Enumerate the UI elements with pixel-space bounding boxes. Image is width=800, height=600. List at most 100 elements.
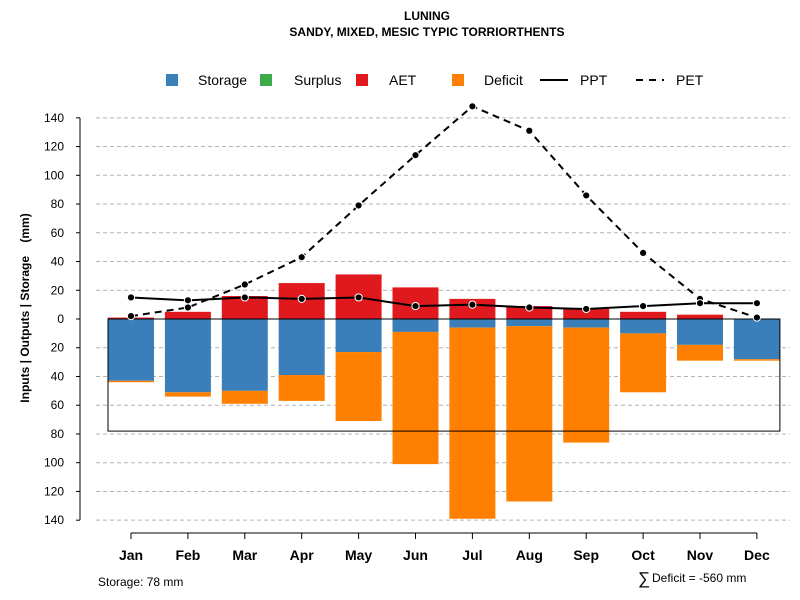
y-tick-label: 120	[44, 484, 64, 498]
deficit-bar	[506, 326, 553, 502]
deficit-bar	[108, 380, 154, 383]
legend-storage-swatch	[166, 74, 178, 86]
x-tick-label-sep: Sep	[573, 547, 599, 563]
deficit-bar	[449, 327, 496, 519]
x-tick-label-dec: Dec	[744, 547, 770, 563]
deficit-bar	[392, 331, 439, 465]
ppt-point	[639, 301, 648, 311]
deficit-bar	[164, 392, 211, 397]
pet-point	[183, 303, 192, 312]
pet-point	[297, 253, 306, 262]
y-tick-label: 120	[44, 140, 64, 154]
grid-lines	[96, 117, 790, 521]
storage-bar	[164, 319, 211, 393]
y-tick-label: 20	[51, 341, 65, 355]
aet-bar	[506, 306, 553, 319]
storage-bar	[108, 319, 154, 381]
aet-bar	[449, 298, 496, 319]
deficit-bar	[677, 344, 723, 361]
y-tick-label: 0	[57, 312, 64, 326]
ppt-point	[126, 293, 136, 302]
pet-point	[639, 248, 648, 257]
y-tick-label: 140	[44, 513, 64, 527]
pet-point	[752, 313, 762, 322]
deficit-bar	[221, 390, 268, 404]
deficit-bar	[335, 352, 382, 422]
storage-bar	[620, 319, 667, 334]
pet-point	[582, 191, 591, 200]
storage-bar	[563, 319, 610, 328]
deficit-bar	[733, 359, 780, 361]
deficit-bar	[620, 333, 667, 393]
y-tick-label: 100	[44, 456, 64, 470]
y-tick-label: 20	[51, 283, 65, 297]
ppt-point	[354, 293, 363, 302]
aet-bar	[221, 296, 268, 319]
x-tick-label-may: May	[345, 547, 372, 563]
pet-point	[525, 126, 534, 135]
storage-capacity	[107, 318, 781, 432]
storage-bar	[221, 319, 268, 391]
y-tick-label: 140	[44, 111, 64, 125]
lines	[126, 102, 762, 322]
ppt-point	[297, 294, 306, 303]
ppt-line	[130, 296, 757, 310]
pet-point	[468, 102, 477, 111]
storage-bar	[677, 319, 723, 345]
x-tick-label-nov: Nov	[687, 547, 714, 563]
storage-footnote: Storage: 78 mm	[98, 575, 183, 589]
ppt-point	[240, 293, 249, 302]
axes: 0 20 40 60 80 100 120 140 20 40 60 80 100 120 140 Jan Fe…	[44, 111, 770, 563]
y-tick-label: 60	[51, 226, 65, 240]
x-tick-label-mar: Mar	[232, 547, 257, 563]
deficit-bar	[278, 375, 325, 401]
legend-pet-label: PET	[676, 72, 704, 88]
legend-deficit-swatch	[452, 74, 464, 86]
ppt-point	[695, 299, 705, 308]
deficit-bar	[563, 327, 610, 443]
legend-aet-swatch	[356, 74, 368, 86]
storage-bar	[733, 319, 780, 360]
x-tick-label-apr: Apr	[290, 547, 315, 563]
y-tick-label: 100	[44, 168, 64, 182]
deficit-footnote: Deficit = -560 mm	[652, 571, 746, 585]
pet-point	[240, 280, 249, 289]
ppt-point	[752, 299, 762, 308]
chart-title: LUNING	[404, 9, 450, 23]
y-tick-label: 40	[51, 255, 65, 269]
legend-ppt-label: PPT	[580, 72, 608, 88]
ppt-point	[183, 296, 192, 305]
y-tick-label: 40	[51, 369, 65, 383]
x-tick-label-jan: Jan	[119, 547, 143, 563]
pet-point	[411, 151, 420, 160]
y-tick-label: 80	[51, 427, 65, 441]
legend-surplus-swatch	[260, 74, 272, 86]
y-tick-label: 60	[51, 398, 65, 412]
legend-storage-label: Storage	[198, 72, 247, 88]
legend-deficit-label: Deficit	[484, 72, 523, 88]
x-tick-label-oct: Oct	[631, 547, 655, 563]
ppt-point	[468, 300, 477, 309]
ppt-point	[582, 304, 591, 314]
legend: Storage Surplus AET Deficit PPT PET	[166, 72, 704, 88]
aet-bar	[620, 311, 667, 319]
storage-bar	[449, 319, 496, 328]
x-tick-label-jul: Jul	[462, 547, 482, 563]
storage-bar	[506, 319, 553, 327]
pet-line	[130, 105, 758, 319]
legend-surplus-label: Surplus	[294, 72, 341, 88]
aet-bar	[164, 311, 211, 319]
x-tick-label-aug: Aug	[516, 547, 543, 563]
y-axis-label: Inputs | Outputs | Storage (mm)	[18, 213, 32, 402]
aet-bar	[677, 314, 723, 319]
y-tick-label: 80	[51, 197, 65, 211]
ppt-point	[411, 301, 420, 311]
x-tick-label-feb: Feb	[175, 547, 200, 563]
storage-bar	[278, 319, 325, 376]
ppt-point	[525, 303, 534, 312]
x-tick-label-jun: Jun	[403, 547, 428, 563]
aet-bar	[563, 308, 610, 319]
deficit-sum-symbol: ∑	[638, 569, 650, 588]
chart-subtitle: SANDY, MIXED, MESIC TYPIC TORRIORTHENTS	[289, 25, 564, 39]
